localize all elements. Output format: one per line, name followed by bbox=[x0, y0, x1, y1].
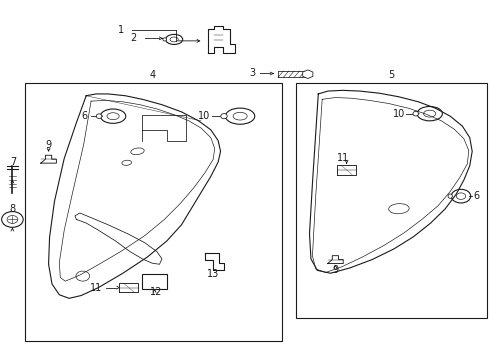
Text: 13: 13 bbox=[207, 269, 220, 279]
Text: 9: 9 bbox=[332, 265, 339, 275]
Polygon shape bbox=[208, 26, 235, 53]
Polygon shape bbox=[278, 71, 305, 77]
Text: 10: 10 bbox=[197, 111, 210, 121]
Ellipse shape bbox=[221, 114, 227, 119]
Text: 9: 9 bbox=[45, 140, 51, 150]
Ellipse shape bbox=[448, 194, 452, 198]
Polygon shape bbox=[205, 253, 224, 270]
Ellipse shape bbox=[413, 111, 418, 116]
Text: 6: 6 bbox=[81, 111, 88, 121]
Bar bbox=[296, 83, 487, 318]
Text: 5: 5 bbox=[389, 70, 395, 80]
Polygon shape bbox=[41, 155, 56, 163]
Text: 7: 7 bbox=[10, 157, 16, 167]
Polygon shape bbox=[337, 165, 356, 175]
Polygon shape bbox=[328, 256, 343, 264]
Text: 3: 3 bbox=[249, 68, 256, 78]
Text: 6: 6 bbox=[474, 191, 480, 201]
Text: 4: 4 bbox=[149, 70, 155, 80]
Bar bbox=[142, 274, 167, 289]
Bar bbox=[25, 83, 282, 341]
Text: 11: 11 bbox=[337, 153, 349, 163]
Text: 10: 10 bbox=[393, 109, 405, 119]
Circle shape bbox=[1, 212, 23, 227]
Text: 12: 12 bbox=[150, 287, 162, 297]
Text: 8: 8 bbox=[10, 204, 16, 215]
Ellipse shape bbox=[163, 38, 167, 41]
Text: 2: 2 bbox=[130, 33, 137, 42]
Polygon shape bbox=[120, 283, 138, 292]
Ellipse shape bbox=[97, 114, 102, 118]
Text: 1: 1 bbox=[118, 26, 124, 35]
Text: 11: 11 bbox=[90, 283, 102, 293]
